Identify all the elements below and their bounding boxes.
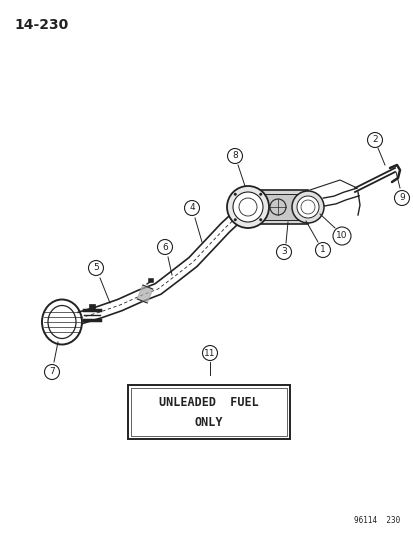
Text: 6: 6 (162, 243, 167, 252)
Circle shape (315, 243, 330, 257)
Text: 11: 11 (204, 349, 215, 358)
Text: 96114  230: 96114 230 (353, 516, 399, 525)
Text: 7: 7 (49, 367, 55, 376)
Bar (89, 304, 95, 309)
Bar (128, 385, 289, 439)
Circle shape (202, 345, 217, 360)
Bar (255, 194, 299, 220)
Circle shape (259, 193, 261, 196)
Circle shape (276, 245, 291, 260)
Polygon shape (323, 188, 358, 206)
Circle shape (332, 227, 350, 245)
Circle shape (44, 365, 59, 379)
Text: 9: 9 (398, 193, 404, 203)
Circle shape (367, 133, 382, 148)
Circle shape (233, 218, 236, 221)
Circle shape (233, 192, 262, 222)
Circle shape (184, 200, 199, 215)
Circle shape (226, 186, 268, 228)
Text: 3: 3 (280, 247, 286, 256)
Text: ONLY: ONLY (194, 416, 223, 429)
Circle shape (394, 190, 408, 206)
Polygon shape (137, 285, 152, 303)
Circle shape (233, 193, 236, 196)
Circle shape (296, 196, 318, 218)
Bar (147, 278, 153, 282)
Bar (247, 190, 307, 224)
Text: 2: 2 (371, 135, 377, 144)
Bar (131, 388, 286, 436)
Text: 5: 5 (93, 263, 99, 272)
Circle shape (259, 218, 261, 221)
Text: 1: 1 (319, 246, 325, 254)
Polygon shape (78, 203, 251, 324)
Text: 10: 10 (335, 231, 347, 240)
Circle shape (227, 149, 242, 164)
Circle shape (88, 261, 103, 276)
Text: 8: 8 (232, 151, 237, 160)
Text: 14-230: 14-230 (14, 18, 68, 32)
Circle shape (157, 239, 172, 254)
Circle shape (291, 191, 323, 223)
Text: UNLEADED  FUEL: UNLEADED FUEL (159, 397, 258, 409)
Text: 4: 4 (189, 204, 195, 213)
